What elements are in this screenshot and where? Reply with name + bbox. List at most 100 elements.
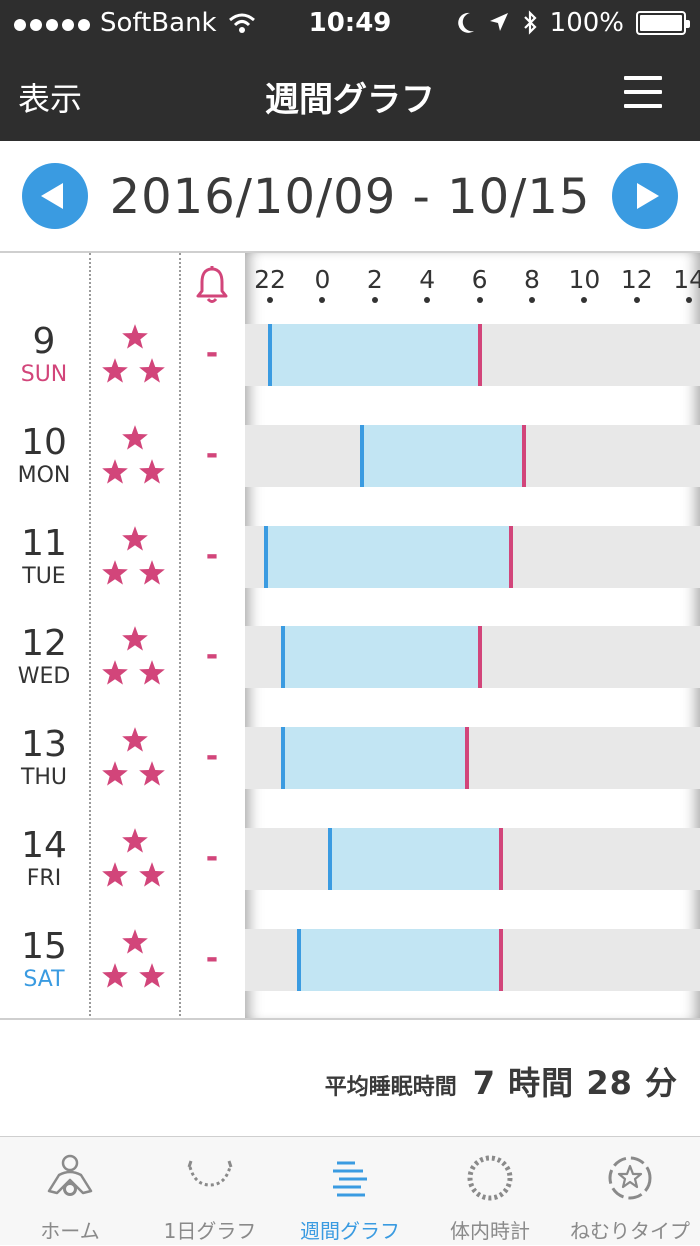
axis-tick-dot <box>267 297 273 303</box>
star-icon <box>122 828 148 853</box>
day-number: 10 <box>21 421 67 463</box>
day-label: 11 TUE <box>0 522 88 591</box>
sleep-rating-stars <box>98 525 168 589</box>
tab-daily-graph[interactable]: 1日グラフ <box>140 1137 280 1246</box>
day-of-week: THU <box>20 765 68 791</box>
battery-fill <box>640 15 682 31</box>
wakeup-marker <box>509 525 514 588</box>
average-sleep: 平均睡眠時間 7 時間 28 分 <box>325 1058 678 1104</box>
star-icon <box>139 761 165 786</box>
sleep-rating-stars <box>98 726 168 790</box>
status-left: SoftBank <box>14 8 257 38</box>
axis-tick-dot <box>633 297 640 303</box>
day-number: 13 <box>21 724 67 766</box>
tab-label: 週間グラフ <box>300 1219 400 1243</box>
day-label: 14 FRI <box>0 827 88 893</box>
day-of-week: SUN <box>20 362 68 387</box>
tab-bar: ホーム 1日グラフ 週間グラフ 体内時計 ねむりタイプ <box>0 1136 700 1245</box>
wakeup-marker <box>477 324 482 386</box>
column-divider <box>89 253 91 1020</box>
tab-body-clock[interactable]: 体内時計 <box>420 1137 560 1246</box>
page-title: 週間グラフ <box>265 80 435 120</box>
bedtime-marker <box>264 525 269 588</box>
table-divider <box>0 1018 700 1020</box>
week-selector: 2016/10/09 - 10/15 <box>0 141 700 253</box>
bedtime-marker <box>328 828 333 890</box>
bedtime-marker <box>268 324 272 386</box>
battery-icon <box>636 11 690 35</box>
day-of-week: MON <box>17 462 71 488</box>
star-icon <box>139 358 165 383</box>
alarm-value: - <box>205 537 219 573</box>
tab-label: ホーム <box>40 1219 100 1243</box>
display-button[interactable]: 表示 <box>18 80 83 118</box>
sleep-bar[interactable] <box>330 828 501 890</box>
axis-tick-label: 0 <box>314 265 331 294</box>
star-icon <box>139 458 165 484</box>
bedtime-marker <box>359 424 364 487</box>
next-week-button[interactable] <box>612 163 678 229</box>
star-icon <box>139 559 165 585</box>
star-icon <box>122 626 148 652</box>
sleep-bar[interactable] <box>283 727 467 790</box>
day-number: 14 <box>21 825 67 866</box>
tab-label: ねむりタイプ <box>570 1219 690 1243</box>
weekly-graph-icon <box>333 1161 367 1197</box>
week-range: 2016/10/09 - 10/15 <box>109 169 591 225</box>
wakeup-marker <box>498 828 503 890</box>
day-label: 9 SUN <box>0 323 88 389</box>
bluetooth-icon <box>523 10 537 35</box>
alarm-value: - <box>205 840 219 875</box>
alarm-value: - <box>205 940 219 976</box>
axis-tick-dot <box>476 297 483 303</box>
axis-tick-label: 8 <box>524 265 540 294</box>
axis-tick-label: 14 <box>673 265 700 294</box>
star-icon <box>122 928 148 954</box>
tab-home[interactable]: ホーム <box>0 1137 140 1246</box>
sleep-bar[interactable] <box>283 626 480 689</box>
day-number: 9 <box>32 321 56 362</box>
tab-sleep-type[interactable]: ねむりタイプ <box>560 1137 700 1246</box>
menu-icon[interactable] <box>624 76 662 108</box>
axis-tick-dot <box>319 297 326 303</box>
wakeup-marker <box>464 727 469 790</box>
axis-tick-label: 22 <box>254 265 286 294</box>
day-label: 12 WED <box>0 625 88 691</box>
wakeup-marker <box>498 928 503 991</box>
axis-tick-label: 6 <box>471 265 488 294</box>
sleep-bar[interactable] <box>266 525 512 588</box>
axis-tick-dot <box>371 297 378 303</box>
sleep-bar[interactable] <box>270 324 480 386</box>
alarm-value: - <box>205 739 219 775</box>
status-time: 10:49 <box>308 8 392 38</box>
tab-weekly-graph[interactable]: 週間グラフ <box>280 1137 420 1246</box>
day-of-week: FRI <box>26 866 62 891</box>
sleep-rating-stars <box>98 323 168 387</box>
signal-strength-icon <box>14 8 94 38</box>
star-icon <box>122 424 148 450</box>
star-icon <box>122 727 148 752</box>
star-icon <box>102 761 128 786</box>
star-icon <box>139 660 165 686</box>
sleep-type-icon <box>608 1156 652 1200</box>
body-clock-icon <box>467 1155 513 1201</box>
star-icon <box>102 358 128 383</box>
status-right: 100% <box>456 8 690 38</box>
sleep-bar[interactable] <box>298 928 501 991</box>
tab-label: 1日グラフ <box>163 1219 257 1243</box>
sleep-bar[interactable] <box>361 424 525 487</box>
day-number: 12 <box>21 623 67 665</box>
axis-tick-dot <box>581 297 588 303</box>
axis-tick-dot <box>529 297 535 303</box>
previous-week-button[interactable] <box>22 163 88 229</box>
location-arrow-icon <box>489 13 508 31</box>
average-sleep-label: 平均睡眠時間 <box>324 1075 457 1100</box>
bedtime-marker <box>281 727 286 790</box>
bedtime-marker <box>296 928 301 991</box>
day-number: 11 <box>21 522 67 564</box>
star-icon <box>122 525 148 551</box>
day-label: 10 MON <box>0 421 88 490</box>
daily-graph-icon <box>187 1160 233 1187</box>
carrier-name: SoftBank <box>100 8 217 38</box>
sleep-rating-stars <box>98 424 168 488</box>
